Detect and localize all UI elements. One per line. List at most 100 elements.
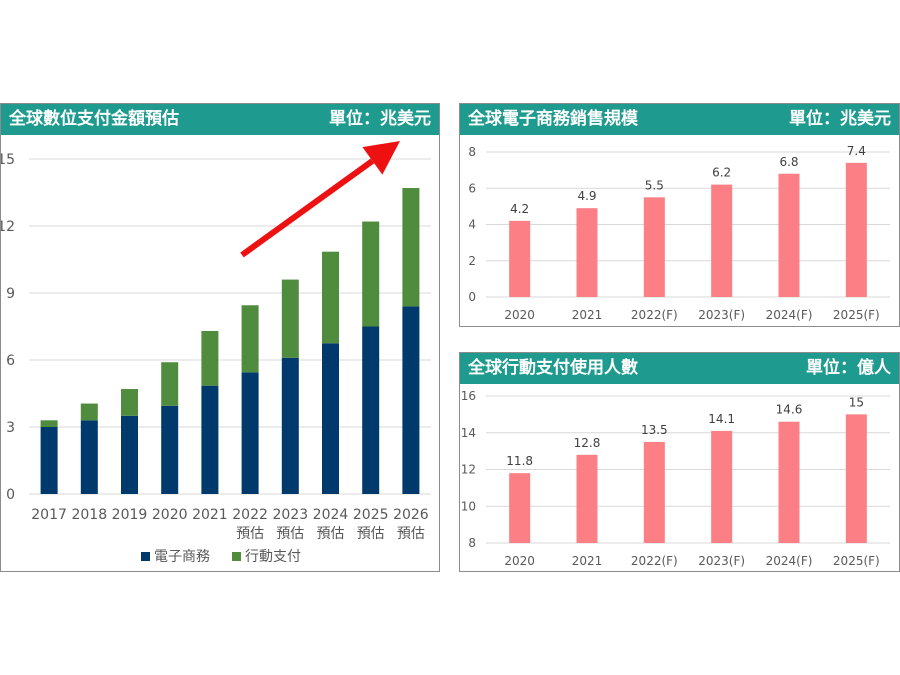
x-tick-label: 2023(F)	[698, 554, 745, 568]
y-tick-label: 8	[468, 145, 476, 159]
data-label: 13.5	[641, 423, 668, 437]
bar	[845, 162, 867, 297]
y-tick-label: 14	[461, 426, 476, 440]
y-tick-label: 12	[1, 219, 15, 235]
x-tick-label: 2024(F)	[766, 554, 813, 568]
y-tick-label: 15	[1, 152, 15, 168]
bar	[845, 414, 867, 543]
x-tick-label: 2021	[572, 308, 603, 322]
bar-segment	[362, 221, 380, 327]
bar-segment	[121, 389, 138, 416]
ecommerce-panel: 全球電子商務銷售規模 單位：兆美元 0 2 4 6 8 4.2 2020 4.9 2021 5.5…	[459, 103, 900, 327]
bar	[643, 441, 665, 543]
x-tick-label: 2022(F)	[631, 554, 678, 568]
chart-title: 全球行動支付使用人數	[468, 358, 638, 378]
y-tick-label: 3	[6, 420, 15, 436]
x-tick-label: 2021	[572, 554, 603, 568]
bar-segment	[322, 343, 339, 494]
legend-label: 電子商務	[154, 549, 210, 565]
ecommerce-chart: 0 2 4 6 8 4.2 2020 4.9 2021 5.5 2022(F) 6.2 2023(F) 6…	[468, 144, 890, 322]
data-label: 6.8	[779, 155, 798, 169]
y-tick-label: 12	[461, 463, 476, 477]
data-label: 14.6	[776, 403, 803, 417]
data-label: 7.4	[847, 144, 866, 158]
bar-segment	[402, 306, 420, 494]
bar-segment	[241, 305, 259, 373]
x-tick-label: 2018	[71, 507, 107, 523]
chart-title: 全球數位支付金額預估	[9, 109, 179, 129]
chart-title: 全球電子商務銷售規模	[468, 109, 638, 129]
bar-segment	[241, 372, 259, 494]
bar	[509, 473, 531, 543]
x-tick-label: 2023	[272, 507, 308, 523]
digital-payment-panel: 全球數位支付金額預估 單位：兆美元 0 3 6 9 12 15 2017 2018 2019 20…	[0, 103, 440, 572]
panel-header: 全球行動支付使用人數 單位：億人	[460, 353, 899, 384]
data-label: 11.8	[506, 454, 533, 468]
y-tick-label: 4	[468, 218, 476, 232]
y-tick-label: 6	[6, 353, 15, 369]
bar	[576, 454, 598, 543]
bar	[778, 173, 800, 297]
panel-header: 全球數位支付金額預估 單位：兆美元	[1, 104, 439, 135]
bar	[778, 421, 800, 543]
bar	[509, 220, 531, 297]
bar	[711, 430, 733, 543]
x-tick-label: 2023(F)	[698, 308, 745, 322]
mobile-payment-users-chart: 8 10 12 14 16 11.8 2020 12.8 2021 13.5 2022(F) 14.1…	[461, 389, 890, 568]
x-tick-label: 2020	[152, 507, 188, 523]
bar	[576, 208, 598, 297]
x-tick-label: 2019	[112, 507, 148, 523]
x-tick-label: 2022(F)	[631, 308, 678, 322]
legend-label: 行動支付	[245, 549, 301, 565]
x-tick-label: 2025	[353, 507, 389, 523]
mobile-payment-users-panel: 全球行動支付使用人數 單位：億人 8 10 12 14 16 11.8 2020 12.8 20…	[459, 352, 900, 572]
y-tick-label: 8	[468, 536, 476, 550]
bar-segment	[80, 403, 98, 421]
bar-segment	[402, 188, 420, 307]
chart-unit: 單位：兆美元	[329, 109, 431, 129]
x-tick-label: 2021	[192, 507, 228, 523]
x-tick-label: 預估	[397, 526, 425, 542]
bar-segment	[40, 420, 58, 427]
bar-segment	[201, 385, 219, 494]
bar-segment	[161, 405, 179, 494]
data-label: 5.5	[645, 178, 664, 192]
y-tick-label: 0	[468, 290, 476, 304]
bar-segment	[80, 420, 98, 494]
x-tick-label: 2017	[31, 507, 67, 523]
y-tick-label: 10	[461, 499, 476, 513]
data-label: 4.2	[510, 202, 529, 216]
x-tick-label: 2022	[232, 507, 268, 523]
x-tick-label: 預估	[236, 526, 264, 542]
x-tick-label: 預估	[317, 526, 345, 542]
chart-unit: 單位：億人	[806, 358, 891, 378]
bar-segment	[201, 330, 219, 386]
bar-segment	[281, 357, 299, 494]
y-tick-label: 0	[6, 487, 15, 503]
x-tick-label: 2020	[504, 554, 535, 568]
y-tick-label: 6	[468, 181, 476, 195]
bar-segment	[322, 251, 339, 344]
y-tick-label: 9	[6, 286, 15, 302]
bar-segment	[281, 279, 299, 358]
x-tick-label: 2025(F)	[833, 308, 880, 322]
digital-payment-chart: 0 3 6 9 12 15 2017 2018 2019 2020 2021 2022 預估 2023 預估…	[1, 152, 431, 565]
x-tick-label: 2020	[504, 308, 535, 322]
data-label: 14.1	[708, 412, 735, 426]
x-tick-label: 2024(F)	[766, 308, 813, 322]
data-label: 4.9	[577, 189, 596, 203]
data-label: 12.8	[574, 436, 601, 450]
bar-segment	[121, 415, 138, 494]
x-tick-label: 預估	[357, 526, 385, 542]
data-label: 6.2	[712, 166, 731, 180]
y-tick-label: 2	[468, 254, 476, 268]
bar	[711, 184, 733, 297]
bar-segment	[40, 427, 58, 494]
y-tick-label: 16	[461, 389, 476, 403]
data-label: 15	[849, 395, 864, 409]
x-tick-label: 2025(F)	[833, 554, 880, 568]
panel-header: 全球電子商務銷售規模 單位：兆美元	[460, 104, 899, 135]
x-tick-label: 2024	[313, 507, 349, 523]
chart-unit: 單位：兆美元	[789, 109, 891, 129]
x-tick-label: 預估	[276, 526, 304, 542]
